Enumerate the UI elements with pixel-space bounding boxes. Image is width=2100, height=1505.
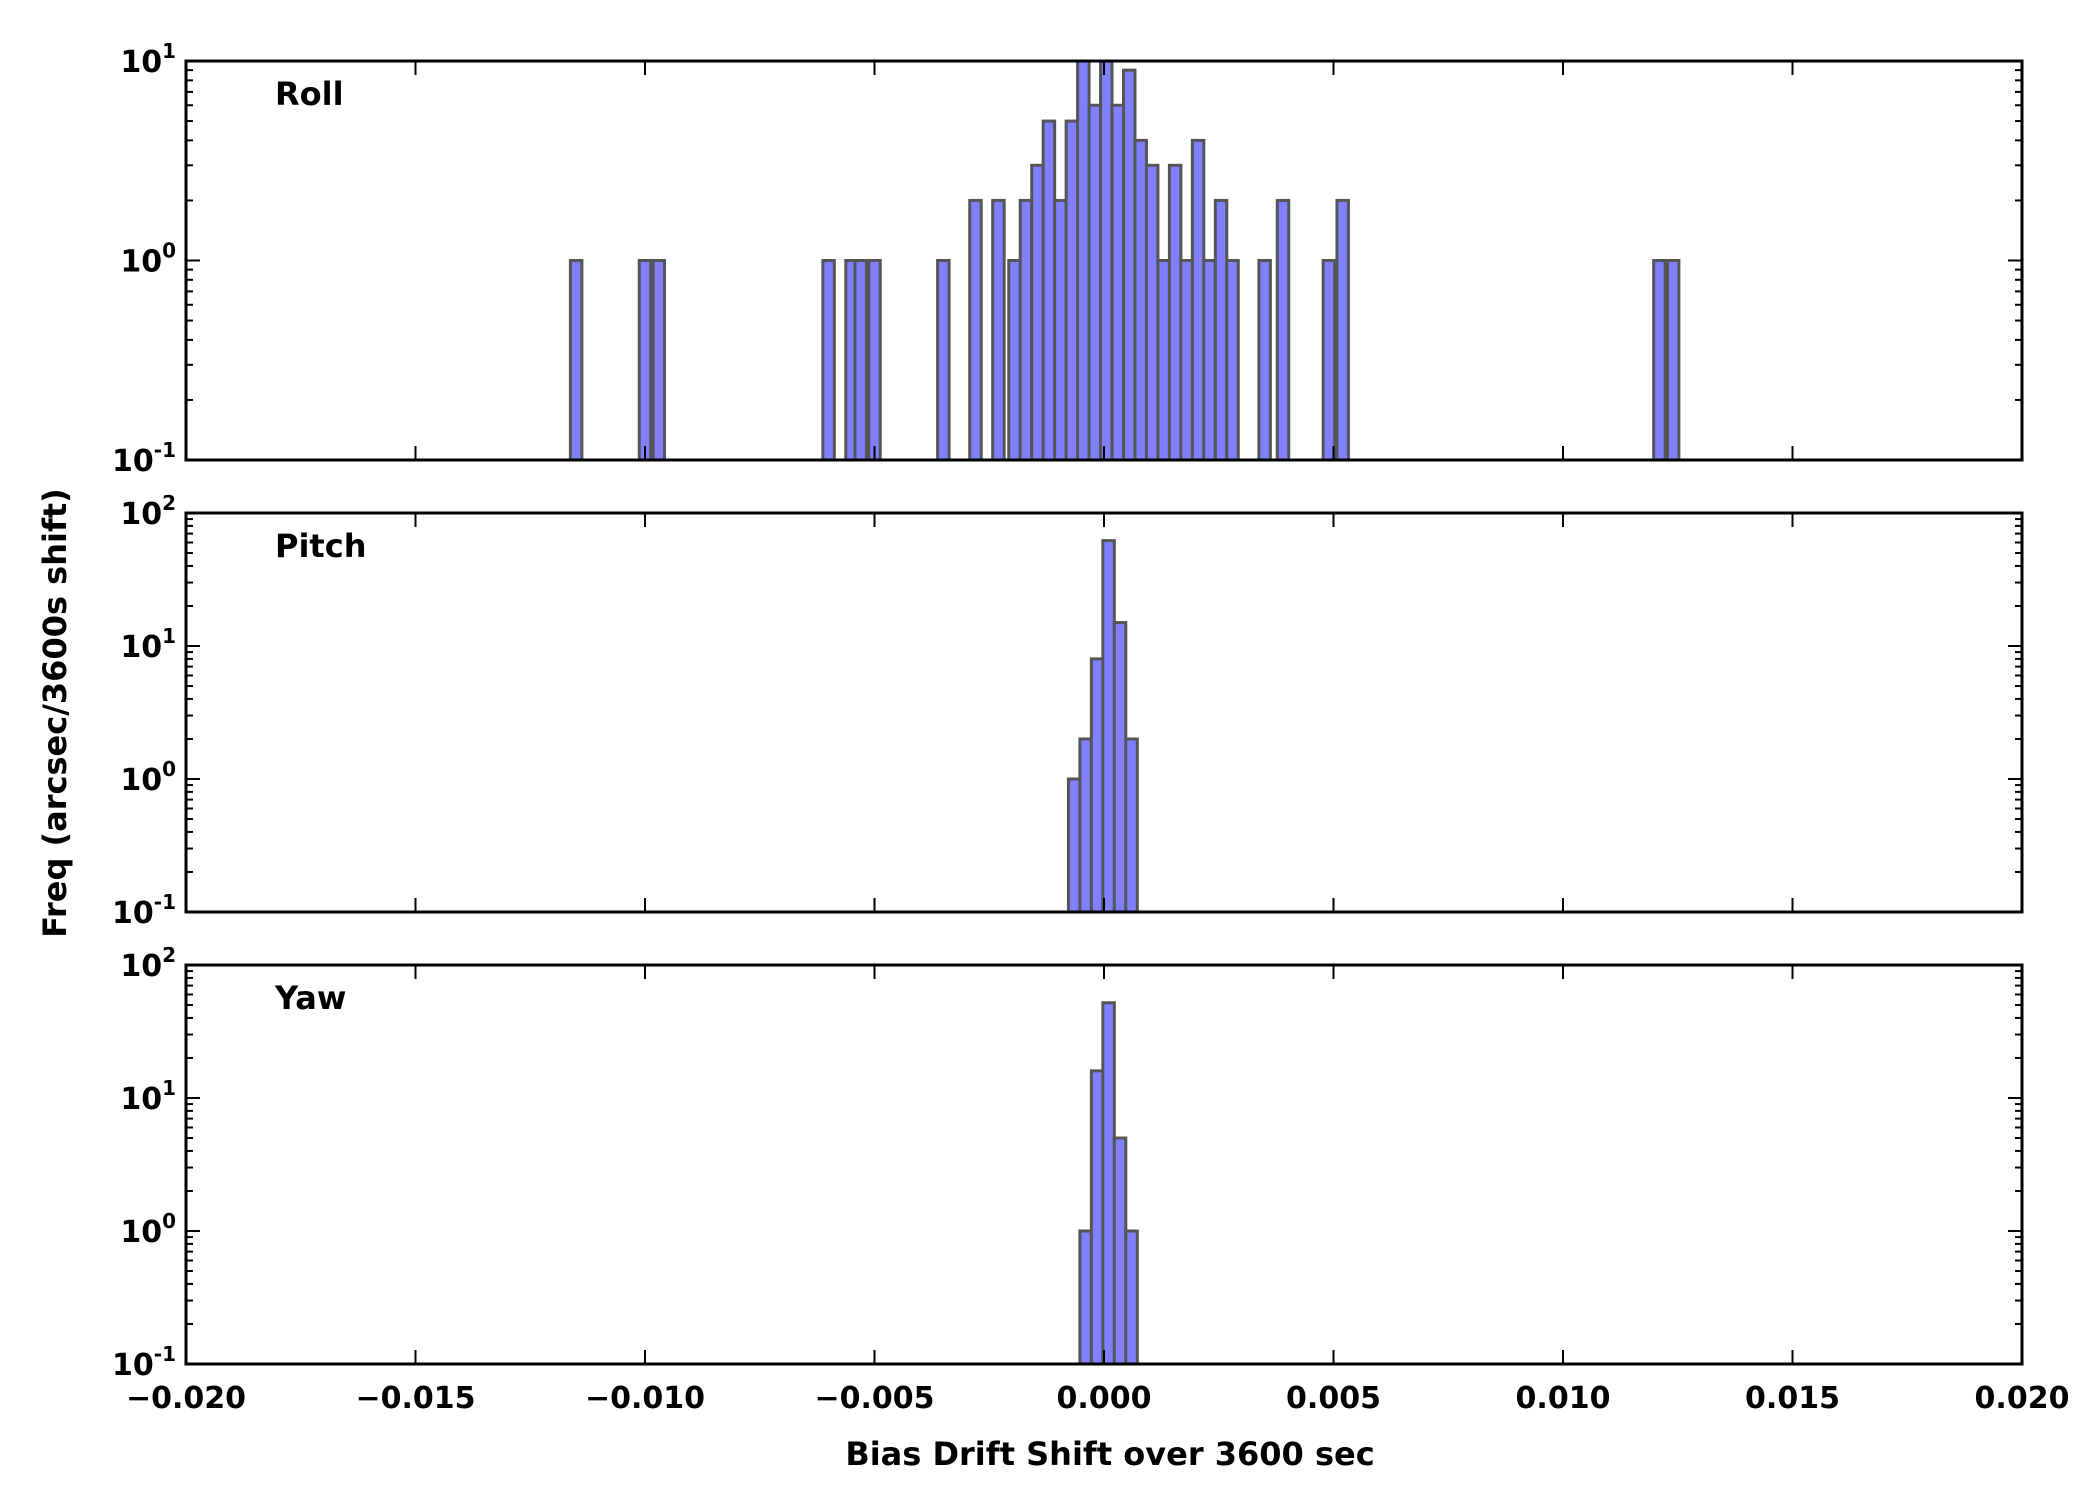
histogram-bar-roll-18	[1099, 59, 1114, 462]
histogram-bar-roll-8	[968, 198, 983, 462]
y-axis-label: Freq (arcsec/3600s shift)	[36, 488, 74, 938]
histogram-bar-roll-24	[1167, 163, 1183, 462]
histogram-bar-roll-25	[1179, 259, 1194, 462]
panel-pitch: 102 101 100 10-1 Pitch	[112, 491, 2024, 931]
histogram-bar-roll-20	[1122, 68, 1137, 462]
panel-label-roll: Roll	[275, 75, 344, 113]
histogram-bar-roll-28	[1213, 198, 1229, 462]
histogram-bar-roll-6	[867, 259, 882, 462]
histogram-bar-roll-31	[1275, 198, 1291, 462]
x-tick-label: −0.020	[126, 1381, 246, 1416]
x-tick-label: −0.010	[585, 1381, 705, 1416]
y-tick-label-pitch: 100	[120, 757, 176, 798]
histogram-bar-pitch-0	[1066, 777, 1082, 914]
x-tick-labels: −0.020 −0.015 −0.010 −0.005 0.000 0.005 0.010 0…	[126, 1381, 2069, 1416]
histogram-bar-pitch-3	[1101, 539, 1116, 914]
histogram-bar-roll-22	[1144, 163, 1160, 462]
x-tick-label: 0.010	[1516, 1381, 1611, 1416]
panel-label-yaw: Yaw	[274, 979, 346, 1017]
histogram-bar-roll-19	[1110, 103, 1126, 462]
histogram-bar-roll-26	[1190, 138, 1206, 462]
histogram-bar-roll-10	[1007, 259, 1022, 462]
histogram-bar-roll-9	[991, 198, 1006, 462]
histogram-bar-roll-5	[853, 259, 868, 462]
x-tick-label: 0.020	[1975, 1381, 2070, 1416]
y-tick-label-yaw: 102	[120, 943, 176, 984]
histogram-bar-roll-30	[1257, 259, 1272, 462]
histogram-bar-roll-14	[1053, 198, 1068, 462]
histogram-bar-yaw-1	[1089, 1069, 1105, 1366]
y-tick-label-roll: 100	[120, 239, 176, 280]
histogram-bar-roll-34	[1652, 259, 1667, 462]
panel-roll: 101 100 10-1 Roll	[112, 39, 2024, 479]
y-tick-label-roll: 10-1	[112, 438, 176, 479]
histogram-bar-yaw-3	[1112, 1136, 1128, 1366]
histogram-bar-roll-16	[1076, 59, 1091, 462]
histogram-bar-pitch-2	[1089, 657, 1105, 914]
x-tick-label: −0.015	[355, 1381, 475, 1416]
y-tick-label-pitch: 102	[120, 491, 176, 532]
histogram-bar-yaw-0	[1078, 1229, 1093, 1366]
histogram-bar-roll-15	[1064, 119, 1080, 462]
histogram-bar-roll-12	[1030, 163, 1045, 462]
panel-label-pitch: Pitch	[275, 527, 366, 565]
histogram-bar-roll-27	[1202, 259, 1217, 462]
panel-yaw: 102 101 100 10-1 Yaw	[112, 943, 2024, 1383]
histogram-bar-roll-13	[1041, 119, 1057, 462]
histogram-bar-roll-7	[936, 259, 951, 462]
histogram-bar-pitch-5	[1124, 737, 1139, 914]
histogram-bar-roll-32	[1321, 259, 1337, 462]
histogram-bar-roll-0	[568, 259, 584, 462]
histogram-bar-pitch-1	[1078, 737, 1093, 914]
histogram-bar-roll-17	[1087, 103, 1103, 462]
y-tick-label-roll: 101	[120, 39, 176, 80]
histogram-bar-roll-2	[651, 259, 667, 462]
y-tick-label-pitch: 101	[120, 624, 176, 665]
panels-layer: 10110010-1Roll10210110010-1Pitch10210110…	[112, 39, 2024, 1383]
x-tick-label: 0.015	[1745, 1381, 1840, 1416]
histogram-bar-roll-29	[1225, 259, 1240, 462]
x-tick-label: 0.005	[1286, 1381, 1381, 1416]
y-tick-label-yaw: 100	[120, 1209, 176, 1250]
histogram-bar-roll-33	[1335, 198, 1350, 462]
histogram-bar-yaw-2	[1101, 1001, 1116, 1366]
histogram-bar-roll-11	[1018, 198, 1034, 462]
histogram-bar-roll-21	[1133, 138, 1148, 462]
x-tick-label: −0.005	[814, 1381, 934, 1416]
histogram-bar-pitch-4	[1112, 621, 1128, 914]
y-tick-label-yaw: 10-1	[112, 1342, 176, 1383]
x-tick-label: 0.000	[1057, 1381, 1152, 1416]
y-tick-label-yaw: 101	[120, 1076, 176, 1117]
histogram-bar-roll-1	[637, 259, 653, 462]
histogram-bar-roll-23	[1156, 259, 1171, 462]
histogram-bar-yaw-4	[1124, 1229, 1139, 1366]
histogram-bar-roll-35	[1665, 259, 1681, 462]
histogram-bar-roll-3	[821, 259, 836, 462]
y-tick-label-pitch: 10-1	[112, 890, 176, 931]
x-axis-label: Bias Drift Shift over 3600 sec	[845, 1435, 1374, 1473]
